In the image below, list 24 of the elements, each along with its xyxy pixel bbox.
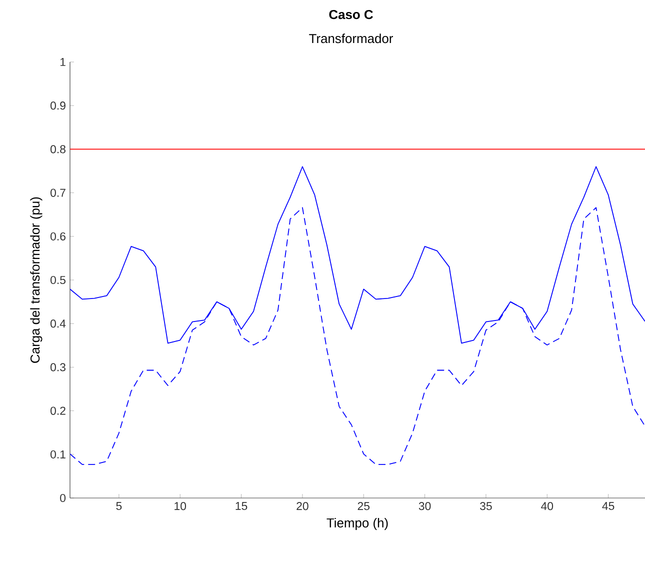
- x-tick-label: 45: [602, 502, 614, 510]
- x-tick-label: 30: [418, 502, 431, 510]
- y-tick-label: 0.9: [50, 102, 66, 110]
- y-tick-label: 0.1: [50, 450, 66, 458]
- y-tick-label: 0.7: [50, 188, 66, 197]
- y-tick-label: 0.5: [50, 276, 66, 284]
- x-tick-label: 35: [480, 502, 492, 510]
- chart-subtitle: Transformador: [309, 34, 394, 44]
- x-tick-label: 5: [116, 502, 122, 510]
- x-tick-label: 40: [541, 502, 554, 510]
- x-tick-label: 10: [174, 502, 186, 510]
- y-tick-label: 0: [60, 494, 66, 502]
- y-tick-label: 0.4: [50, 320, 66, 328]
- y-tick-label: 0.8: [50, 145, 66, 154]
- y-tick-label: 0.3: [50, 363, 66, 372]
- y-tick-label: 0.6: [50, 232, 66, 240]
- y-tick-label: 1: [60, 58, 66, 66]
- y-axis-title: Carga del transformador (pu): [30, 197, 42, 363]
- x-axis-title: Tiempo (h): [326, 518, 388, 530]
- chart-title: Caso C: [329, 10, 373, 20]
- x-tick-label: 25: [358, 502, 370, 510]
- x-tick-label: 15: [236, 502, 248, 510]
- x-tick-label: 20: [296, 502, 308, 510]
- y-tick-label: 0.2: [50, 406, 66, 415]
